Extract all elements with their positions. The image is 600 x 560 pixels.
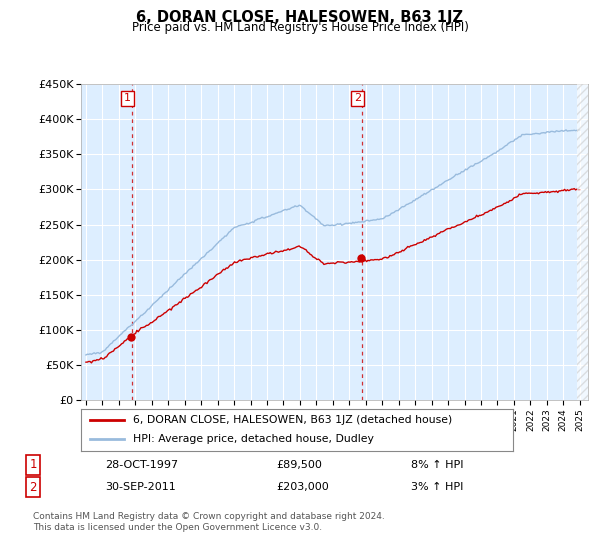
Text: 1: 1 [29, 458, 37, 472]
Text: 6, DORAN CLOSE, HALESOWEN, B63 1JZ: 6, DORAN CLOSE, HALESOWEN, B63 1JZ [137, 10, 464, 25]
Text: 2: 2 [354, 94, 361, 104]
Text: HPI: Average price, detached house, Dudley: HPI: Average price, detached house, Dudl… [133, 435, 374, 445]
Text: 30-SEP-2011: 30-SEP-2011 [105, 482, 176, 492]
Text: 28-OCT-1997: 28-OCT-1997 [105, 460, 178, 470]
Text: 8% ↑ HPI: 8% ↑ HPI [411, 460, 464, 470]
Text: 2: 2 [29, 480, 37, 494]
Text: £89,500: £89,500 [276, 460, 322, 470]
Text: 1: 1 [124, 94, 131, 104]
Text: £203,000: £203,000 [276, 482, 329, 492]
Text: 6, DORAN CLOSE, HALESOWEN, B63 1JZ (detached house): 6, DORAN CLOSE, HALESOWEN, B63 1JZ (deta… [133, 415, 452, 425]
Text: Price paid vs. HM Land Registry's House Price Index (HPI): Price paid vs. HM Land Registry's House … [131, 21, 469, 34]
Bar [577, 84, 588, 400]
Text: Contains HM Land Registry data © Crown copyright and database right 2024.
This d: Contains HM Land Registry data © Crown c… [33, 512, 385, 532]
Text: 3% ↑ HPI: 3% ↑ HPI [411, 482, 463, 492]
